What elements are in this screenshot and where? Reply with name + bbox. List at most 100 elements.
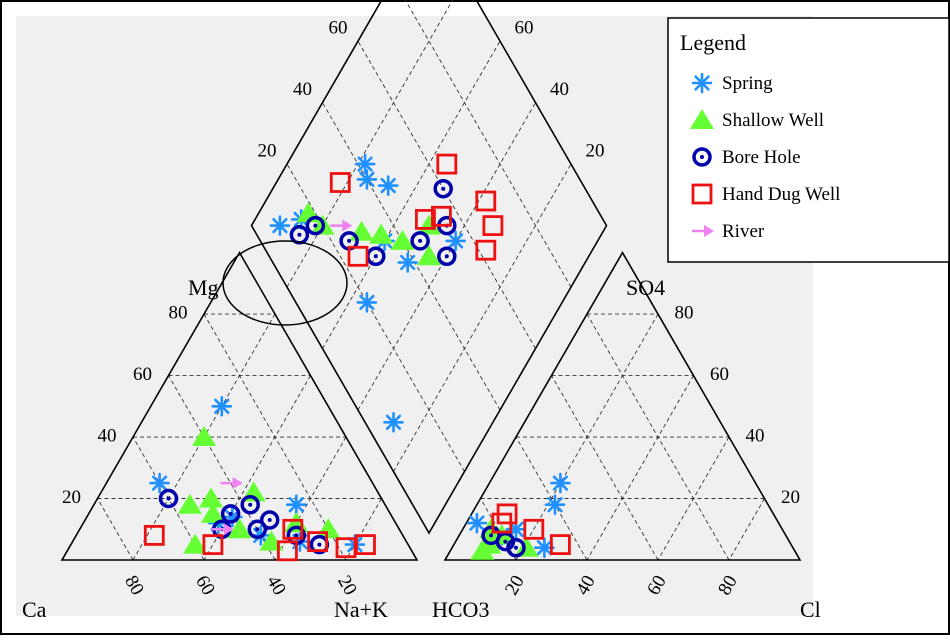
point-shallow-well-diamond-6-shape (417, 245, 441, 266)
point-hand-dug-well-diamond-7 (475, 239, 497, 261)
point-hand-dug-well-cation-2-shape (276, 540, 298, 562)
point-hand-dug-well-diamond-4-shape (430, 205, 452, 227)
point-bore-hole-diamond-4-ring (410, 231, 430, 251)
point-shallow-well-cation-2-shape (200, 502, 225, 523)
point-shallow-well-cation-1 (192, 426, 216, 446)
point-spring-cation-2-stroke (288, 497, 304, 513)
point-bore-hole-cation-1-ring (247, 519, 268, 540)
point-hand-dug-well-cation-3-shape (307, 531, 329, 552)
point-shallow-well-anion-3 (514, 536, 539, 557)
point-shallow-well-cation-0-shape (177, 493, 202, 514)
legend-marker-river (692, 225, 714, 237)
diamond-tick-right-60: 60 (515, 17, 534, 38)
point-hand-dug-well-diamond-0-shape (329, 172, 351, 193)
corner-label-hco3: HCO3 (432, 597, 489, 622)
diamond-tick-left-20: 20 (258, 140, 277, 161)
outline-layer (60, 0, 802, 561)
point-bore-hole-diamond-7-ring (437, 246, 457, 267)
point-bore-hole-cation-3-dot (294, 533, 299, 538)
point-bore-hole-cation-5-dot (317, 542, 322, 547)
point-bore-hole-diamond-4 (410, 231, 430, 251)
anion-grid-cl-80 (728, 498, 765, 561)
point-hand-dug-well-anion-3-shape (491, 512, 513, 534)
point-spring-diamond-0-stroke (272, 217, 288, 234)
point-shallow-well-cation-8-shape (183, 533, 208, 554)
diamond-tick-left-40: 40 (293, 79, 312, 100)
diamond-tick-left-60: 60 (329, 17, 348, 38)
corner-label-ca: Ca (22, 597, 47, 622)
point-shallow-well-anion-3-shape (514, 536, 539, 557)
legend-label-hand-dug-well: Hand Dug Well (722, 184, 840, 205)
diamond-tick-right-40: 40 (550, 79, 569, 100)
point-hand-dug-well-diamond-1-shape (347, 245, 369, 267)
point-bore-hole-anion-1 (506, 537, 526, 558)
point-spring-diamond-4-stroke (380, 177, 396, 194)
point-spring-diamond-9 (356, 292, 378, 313)
point-bore-hole-cation-0-ring (220, 504, 241, 524)
legend-box (667, 17, 950, 263)
point-spring-diamond-6-stroke (400, 254, 416, 271)
point-hand-dug-well-diamond-6 (482, 215, 504, 237)
diamond-grid-b-80 (404, 0, 572, 288)
legend-marker-river-head (704, 225, 714, 237)
cation-tick-mg-20: 20 (62, 487, 81, 508)
point-river-diamond-0-head (342, 219, 353, 232)
anion-tick-so4-40: 40 (746, 425, 765, 446)
point-spring-anion-1-stroke (508, 521, 524, 537)
point-shallow-well-diamond-4-shape (390, 229, 415, 250)
point-hand-dug-well-cation-0-shape (143, 525, 165, 546)
point-hand-dug-well-anion-3 (491, 512, 513, 534)
legend-marker-bore-hole-dot (700, 155, 704, 159)
point-river-cation-1-head (223, 523, 234, 536)
legend-marker-hand-dug-well-shape (691, 183, 713, 205)
point-spring-anion-5 (466, 512, 488, 534)
point-hand-dug-well-cation-5 (355, 534, 376, 555)
point-bore-hole-anion-2 (481, 525, 501, 546)
anion-grid-cl-40 (586, 375, 694, 561)
point-hand-dug-well-diamond-2 (436, 153, 458, 175)
diamond-grid-b-20 (286, 163, 465, 472)
point-bore-hole-anion-0-dot (503, 539, 508, 544)
point-spring-cation-1-stroke (151, 475, 168, 491)
point-spring-diamond-3 (356, 169, 378, 190)
point-bore-hole-diamond-1-dot (313, 223, 318, 228)
point-bore-hole-diamond-1 (305, 215, 326, 236)
point-bore-hole-cation-6 (158, 488, 179, 509)
point-spring-cation-2 (285, 494, 307, 516)
cation-grid-na-80 (345, 498, 382, 561)
cation-tick-mg-40: 40 (98, 425, 117, 446)
point-spring-diamond-8-stroke (385, 414, 402, 430)
legend-label-spring: Spring (722, 73, 773, 94)
point-hand-dug-well-cation-1-shape (202, 534, 224, 555)
point-river-diamond-0 (330, 219, 353, 232)
legend-marker-bore-hole (692, 147, 712, 167)
point-bore-hole-diamond-4-dot (418, 238, 423, 243)
point-bore-hole-anion-1-dot (514, 545, 518, 550)
point-spring-anion-2-stroke (552, 475, 569, 491)
point-hand-dug-well-diamond-3-shape (414, 208, 436, 230)
point-bore-hole-diamond-7 (437, 246, 457, 267)
anion-tick-so4-80: 80 (675, 302, 694, 323)
point-spring-cation-0-stroke (214, 398, 230, 414)
point-bore-hole-cation-7-ring (240, 494, 260, 515)
point-bore-hole-cation-2-ring (259, 510, 280, 530)
point-shallow-well-cation-9 (199, 487, 224, 508)
anion-grid-cl-60 (657, 436, 730, 561)
point-spring-diamond-7 (445, 230, 466, 252)
point-spring-diamond-9-stroke (359, 294, 375, 311)
cation-grid-ca-80 (97, 498, 134, 561)
point-bore-hole-anion-1-ring (506, 537, 526, 558)
point-hand-dug-well-cation-6-shape (282, 518, 304, 540)
point-spring-diamond-3-stroke (359, 171, 375, 188)
legend-marker-spring-stroke (694, 75, 710, 91)
point-bore-hole-diamond-1-ring (305, 215, 326, 236)
point-bore-hole-cation-6-ring (158, 488, 179, 509)
legend-label-shallow-well: Shallow Well (722, 110, 824, 131)
anion-tick-so4-20: 20 (781, 487, 800, 508)
point-hand-dug-well-diamond-2-shape (436, 153, 458, 175)
highlight-ellipse (222, 240, 348, 326)
legend-items: Spring Shallow Well Bore Hole Hand Dug Well… (690, 72, 840, 242)
point-spring-diamond-4 (377, 175, 399, 196)
point-shallow-well-cation-2 (200, 502, 225, 523)
